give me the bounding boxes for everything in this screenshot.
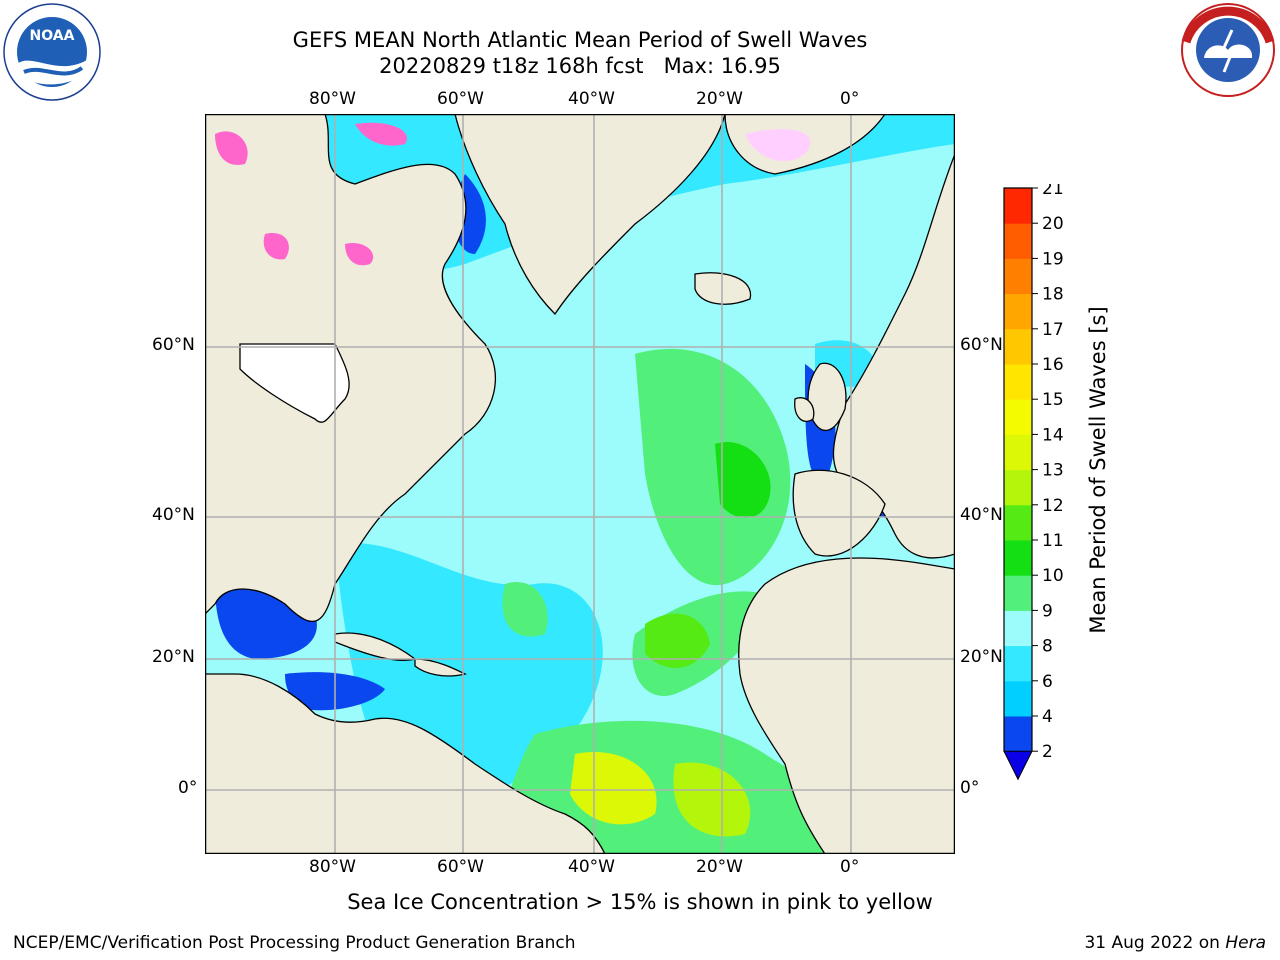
colorbar-band (1004, 293, 1032, 330)
colorbar-tick-label: 4 (1042, 707, 1053, 727)
lon-label-bottom-0: 0° (840, 857, 860, 877)
colorbar-tick-label: 16 (1042, 355, 1064, 375)
colorbar-tick-label: 8 (1042, 637, 1053, 657)
colorbar-tick-label: 15 (1042, 390, 1064, 410)
colorbar-tick-label: 2 (1042, 742, 1053, 762)
footer-date: 31 Aug 2022 on Hera (1084, 933, 1266, 953)
colorbar-label: Mean Period of Swell Waves [s] (1086, 306, 1110, 634)
lat-label-right-60n: 60°N (960, 335, 1003, 355)
map-panel (205, 114, 955, 854)
colorbar-tick-label: 21 (1042, 184, 1064, 199)
map-frame (205, 114, 955, 854)
lon-label-bottom-60w: 60°W (437, 857, 484, 877)
footer-date-text: 31 Aug 2022 on (1084, 933, 1226, 953)
footer-host: Hera (1225, 933, 1266, 953)
noaa-logo-text: NOAA (30, 28, 75, 44)
lon-label-bottom-80w: 80°W (309, 857, 356, 877)
lat-label-right-40n: 40°N (960, 505, 1003, 525)
sea-ice (215, 122, 811, 266)
lon-label-top-40w: 40°W (568, 89, 615, 109)
colorbar-band (1004, 575, 1032, 611)
colorbar-tick-label: 14 (1042, 425, 1064, 445)
lat-label-left-40n: 40°N (152, 505, 195, 525)
colorbar-band (1004, 645, 1032, 682)
colorbar-band (1004, 328, 1032, 365)
lat-label-right-0: 0° (960, 778, 980, 798)
colorbar-band (1004, 680, 1032, 717)
colorbar-tick-label: 19 (1042, 249, 1064, 269)
colorbar-band (1004, 399, 1032, 435)
colorbar-band (1004, 434, 1032, 471)
colorbar-tick-label: 9 (1042, 601, 1053, 621)
lon-label-top-20w: 20°W (696, 89, 743, 109)
colorbar-tick-label: 20 (1042, 214, 1064, 234)
colorbar-tick-label: 13 (1042, 461, 1064, 481)
colorbar-band (1004, 504, 1032, 541)
lon-label-top-60w: 60°W (437, 89, 484, 109)
lon-label-top-0: 0° (840, 89, 860, 109)
colorbar-tick-label: 6 (1042, 672, 1053, 692)
colorbar-band (1004, 258, 1032, 295)
nws-logo (1181, 3, 1275, 97)
colorbar-band (1004, 188, 1032, 224)
sea-ice-note: Sea Ice Concentration > 15% is shown in … (347, 890, 933, 914)
lat-label-left-60n: 60°N (152, 335, 195, 355)
graticule (205, 114, 955, 854)
colorbar-tick-label: 18 (1042, 285, 1064, 305)
colorbar-band (1004, 469, 1032, 506)
chart-title-line1: GEFS MEAN North Atlantic Mean Period of … (292, 28, 868, 52)
lat-label-right-20n: 20°N (960, 647, 1003, 667)
footer-credit: NCEP/EMC/Verification Post Processing Pr… (13, 933, 576, 953)
colorbar-band (1004, 610, 1032, 647)
colorbar-ticks: 2 4 6 8 9 10 11 12 13 14 15 16 17 18 19 20 21 (1032, 184, 1064, 762)
colorbar-tick-label: 10 (1042, 566, 1064, 586)
colorbar-under-arrow (1003, 750, 1033, 781)
colorbar-band (1004, 223, 1032, 259)
colorbar-band (1004, 540, 1032, 576)
noaa-logo: NOAA (3, 3, 101, 101)
chart-title-line2: 20220829 t18z 168h fcst Max: 16.95 (379, 54, 781, 78)
lat-label-left-0: 0° (178, 778, 198, 798)
colorbar-band (1004, 716, 1032, 752)
lat-label-left-20n: 20°N (152, 647, 195, 667)
colorbar-band (1004, 364, 1032, 400)
colorbar: 2 4 6 8 9 10 11 12 13 14 15 16 17 18 19 20 21 (1003, 184, 1064, 781)
lon-label-top-80w: 80°W (309, 89, 356, 109)
lon-label-bottom-40w: 40°W (568, 857, 615, 877)
lon-label-bottom-20w: 20°W (696, 857, 743, 877)
colorbar-bands (1003, 187, 1033, 781)
colorbar-tick-label: 17 (1042, 320, 1064, 340)
colorbar-tick-label: 11 (1042, 531, 1064, 551)
colorbar-tick-label: 12 (1042, 496, 1064, 516)
